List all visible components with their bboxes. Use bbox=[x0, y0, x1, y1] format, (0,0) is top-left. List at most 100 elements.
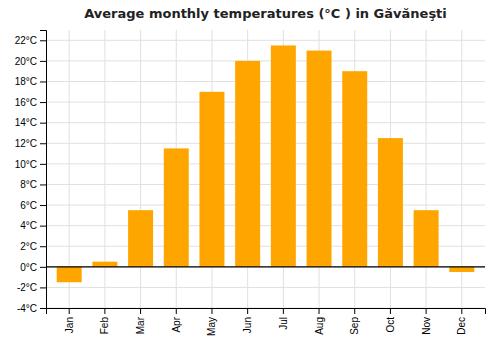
y-tick: 16°C bbox=[15, 97, 46, 108]
y-tick-mark bbox=[40, 81, 46, 82]
bar bbox=[342, 71, 367, 267]
x-tick: Jan bbox=[64, 308, 75, 333]
y-tick: 22°C bbox=[15, 35, 46, 46]
y-tick-mark bbox=[40, 184, 46, 185]
y-tick-label: 14°C bbox=[15, 117, 37, 128]
y-tick-mark bbox=[40, 308, 46, 309]
chart-container: -4°C -2°C 0°C 2°C 4°C 6°C 8°C 10°C 12°C 14°C 16°C 1… bbox=[0, 0, 500, 350]
y-tick: 2°C bbox=[20, 241, 46, 252]
bar bbox=[235, 61, 260, 267]
bar bbox=[128, 210, 153, 267]
x-tick-label: Jan bbox=[64, 317, 75, 333]
grid-line-y bbox=[46, 102, 485, 103]
grid-line-y bbox=[46, 205, 485, 206]
bar bbox=[378, 138, 403, 267]
x-tick-label: Aug bbox=[314, 317, 325, 335]
grid-line-y bbox=[46, 122, 485, 123]
x-tick-label: Jul bbox=[278, 317, 289, 330]
chart-svg: -4°C -2°C 0°C 2°C 4°C 6°C 8°C 10°C 12°C 14°C 16°C 1… bbox=[0, 0, 500, 350]
x-tick-mark bbox=[176, 308, 177, 314]
x-tick: Feb bbox=[99, 308, 110, 334]
grid-line-y bbox=[46, 184, 485, 185]
x-tick-label: Mar bbox=[135, 316, 146, 334]
y-tick: -4°C bbox=[17, 303, 46, 314]
y-axis-line bbox=[40, 31, 47, 309]
zero-line bbox=[46, 266, 485, 267]
y-tick-mark bbox=[40, 61, 46, 62]
bar bbox=[92, 262, 117, 267]
x-axis-line bbox=[47, 309, 486, 315]
x-tick-mark bbox=[319, 308, 320, 314]
y-tick-mark bbox=[40, 40, 46, 41]
y-tick: -2°C bbox=[17, 282, 46, 293]
grid-line-y bbox=[46, 266, 485, 267]
x-tick-label: Apr bbox=[171, 316, 182, 332]
y-tick: 0°C bbox=[20, 262, 46, 273]
y-tick-label: 6°C bbox=[20, 200, 37, 211]
y-tick: 8°C bbox=[20, 179, 46, 190]
x-tick-mark bbox=[390, 308, 391, 314]
y-tick-mark bbox=[40, 164, 46, 165]
grid-line-y bbox=[46, 287, 485, 288]
grid-line-y bbox=[46, 40, 485, 41]
y-axis: -4°C -2°C 0°C 2°C 4°C 6°C 8°C 10°C 12°C 14°C 16°C 1… bbox=[15, 31, 47, 314]
y-tick-label: 2°C bbox=[20, 241, 37, 252]
x-tick: Dec bbox=[456, 308, 467, 335]
x-tick: May bbox=[206, 308, 217, 336]
bar bbox=[164, 148, 189, 266]
x-tick-mark bbox=[354, 308, 355, 314]
y-tick-label: 8°C bbox=[20, 179, 37, 190]
x-tick-label: Feb bbox=[99, 317, 110, 335]
y-tick-label: 18°C bbox=[15, 76, 37, 87]
bar bbox=[414, 210, 439, 267]
x-tick-mark bbox=[69, 308, 70, 314]
x-tick-mark bbox=[247, 308, 248, 314]
y-tick-mark bbox=[40, 267, 46, 268]
y-tick-mark bbox=[40, 143, 46, 144]
grid-line-y bbox=[46, 60, 485, 61]
x-tick: Sep bbox=[349, 308, 360, 335]
y-tick: 4°C bbox=[20, 220, 46, 231]
x-tick-mark bbox=[461, 308, 462, 314]
x-axis: Jan Feb Mar Apr May Jun Jul Aug Sep Oct Nov Dec bbox=[47, 308, 486, 336]
bar bbox=[271, 45, 296, 266]
x-tick: Apr bbox=[171, 308, 182, 333]
y-tick-label: 4°C bbox=[20, 220, 37, 231]
y-tick: 18°C bbox=[15, 76, 46, 87]
y-tick-label: -4°C bbox=[17, 303, 37, 314]
x-tick-label: Nov bbox=[421, 317, 432, 335]
y-tick-label: -2°C bbox=[17, 282, 37, 293]
x-tick-label: Sep bbox=[349, 317, 360, 335]
y-tick: 10°C bbox=[15, 159, 46, 170]
y-tick-mark bbox=[40, 226, 46, 227]
x-tick: Oct bbox=[385, 308, 396, 333]
y-tick-label: 0°C bbox=[20, 262, 37, 273]
x-tick: Aug bbox=[314, 308, 325, 335]
grid-line-y bbox=[46, 81, 485, 82]
y-tick-mark bbox=[40, 102, 46, 103]
y-tick-label: 10°C bbox=[15, 159, 37, 170]
x-tick: Nov bbox=[421, 308, 432, 335]
x-tick-mark bbox=[140, 308, 141, 314]
x-tick-label: May bbox=[206, 317, 217, 336]
grid bbox=[46, 30, 485, 308]
y-tick: 6°C bbox=[20, 200, 46, 211]
y-tick-label: 12°C bbox=[15, 138, 37, 149]
x-tick-mark bbox=[426, 308, 427, 314]
bar bbox=[199, 92, 224, 267]
x-tick: Jul bbox=[278, 308, 289, 330]
y-tick-mark bbox=[40, 246, 46, 247]
x-tick-label: Dec bbox=[456, 317, 467, 335]
grid-line-y bbox=[46, 143, 485, 144]
y-tick-mark bbox=[40, 123, 46, 124]
plot-area bbox=[46, 45, 485, 282]
bar bbox=[307, 51, 332, 267]
x-tick-mark bbox=[211, 308, 212, 314]
y-tick-mark bbox=[40, 205, 46, 206]
x-tick-label: Jun bbox=[242, 317, 253, 333]
x-tick-mark bbox=[104, 308, 105, 314]
y-tick: 14°C bbox=[15, 117, 46, 128]
grid-line-y bbox=[46, 163, 485, 164]
y-tick-label: 20°C bbox=[15, 56, 37, 67]
x-tick: Mar bbox=[135, 308, 146, 334]
